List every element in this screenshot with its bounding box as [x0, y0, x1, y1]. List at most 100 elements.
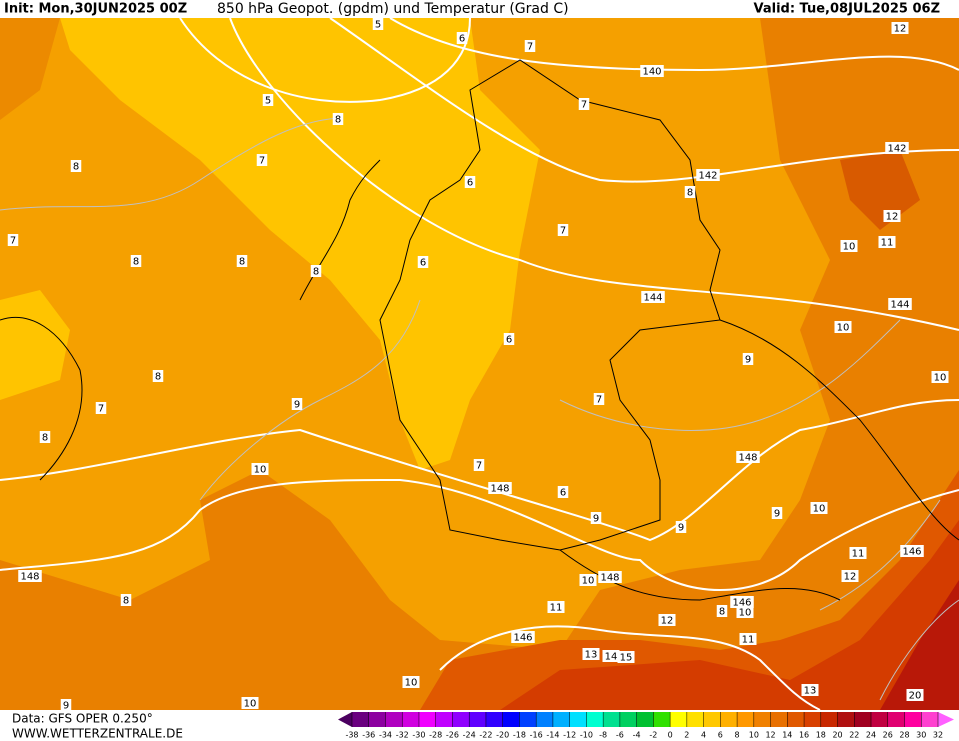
legend-tick-label: 2: [684, 731, 689, 740]
contour-label-box: [736, 451, 760, 463]
warm-zone: [60, 18, 540, 470]
contour-label: 8: [73, 162, 79, 173]
contour-label-box: [641, 291, 665, 303]
contour-label-box: [456, 32, 468, 44]
hot-zone: [500, 520, 959, 710]
legend-tick-label: -4: [633, 731, 641, 740]
contour-label-box: [883, 210, 901, 222]
contour-label: 142: [887, 144, 906, 155]
contour-label-box: [878, 236, 896, 248]
legend-tick-label: -2: [649, 731, 657, 740]
contour-label: 10: [813, 504, 826, 515]
legend-tick-label: -12: [563, 731, 576, 740]
contour-label-box: [547, 601, 565, 613]
contour-label-box: [241, 697, 259, 709]
contour-label-box: [524, 40, 536, 52]
legend-tick-label: -6: [616, 731, 624, 740]
contour-label-box: [696, 169, 720, 181]
border: [719, 319, 959, 541]
contour-label-box: [7, 234, 19, 246]
legend-tick-label: 16: [799, 731, 809, 740]
contour-label-box: [310, 265, 322, 277]
contour-label-box: [840, 240, 858, 252]
legend-swatch: [619, 712, 638, 727]
legend-swatch: [887, 712, 906, 727]
isoline: [0, 117, 341, 211]
contour-label: 146: [732, 598, 751, 609]
legend-swatch: [871, 712, 889, 727]
legend-tick-label: 32: [933, 731, 943, 740]
contour-label: 13: [585, 650, 598, 661]
isoline: [389, 17, 959, 72]
legend-swatch: [737, 712, 755, 727]
contour-label-box: [372, 18, 384, 30]
legend-swatch: [837, 712, 855, 727]
contour-label: 9: [593, 514, 599, 525]
isoline: [879, 599, 959, 701]
contour-label-box: [152, 370, 164, 382]
contour-label: 148: [738, 453, 757, 464]
website: WWW.WETTERZENTRALE.DE: [12, 727, 183, 741]
legend-tick-label: -32: [396, 731, 409, 740]
contour-label: 9: [678, 523, 684, 534]
legend-tick-label: -16: [530, 731, 543, 740]
contour-label: 5: [265, 96, 271, 107]
contour-label-box: [70, 160, 82, 172]
contour-label: 7: [527, 42, 533, 53]
contour-label: 11: [742, 635, 755, 646]
legend-swatch: [368, 712, 386, 727]
contour-label: 7: [10, 236, 16, 247]
hot-zone: [880, 580, 959, 710]
legend-swatch: [485, 712, 504, 727]
legend-tick-label: 20: [832, 731, 842, 740]
coastline: [0, 316, 83, 481]
contour-label: 146: [513, 633, 532, 644]
contour-labels: 5 6 7 140 12 5 8 7 7 8 6 142 142 8 12 7 7 10 11 8 8 8 6 144 144 1…: [7, 18, 949, 712]
legend-swatch: [469, 712, 487, 727]
contour-label-box: [684, 186, 696, 198]
legend-swatch: [552, 712, 571, 727]
border: [379, 59, 721, 551]
isoline: [179, 17, 471, 103]
contour-label: 14: [605, 652, 618, 663]
contour-label: 15: [620, 653, 633, 664]
contour-label: 6: [467, 178, 473, 189]
contour-label-box: [834, 321, 852, 333]
contour-label-box: [590, 512, 602, 524]
contour-label: 7: [259, 156, 265, 167]
contour-label: 20: [909, 691, 922, 702]
valid-time: Valid: Tue,08JUL2025 06Z: [753, 2, 940, 17]
legend-swatch: [787, 712, 805, 727]
contour-label: 10: [837, 323, 850, 334]
contour-label: 7: [98, 404, 104, 415]
legend-swatch: [402, 712, 420, 727]
contour-label-box: [332, 113, 344, 125]
contour-label-box: [60, 699, 72, 711]
isoline: [819, 499, 941, 611]
legend-swatch: [720, 712, 738, 727]
contour-label-box: [402, 676, 420, 688]
contour-label-box: [810, 502, 828, 514]
legend-tick-label: 4: [701, 731, 706, 740]
legend-tick-label: -14: [546, 731, 559, 740]
init-time: Init: Mon,30JUN2025 00Z: [4, 2, 187, 17]
legend-swatch: [452, 712, 470, 727]
contour-label-box: [582, 648, 600, 660]
legend-arrow: [938, 712, 954, 727]
legend-swatch: [770, 712, 788, 727]
hot-zone: [420, 470, 959, 710]
contour-label-box: [262, 94, 274, 106]
contour-label: 144: [643, 293, 662, 304]
legend-tick-label: 24: [866, 731, 876, 740]
legend-swatch: [636, 712, 654, 727]
legend-swatch: [904, 712, 922, 727]
contour-label-box: [95, 402, 107, 414]
contour-label-box: [488, 482, 512, 494]
legend-swatch: [653, 712, 671, 727]
legend-tick-label: 28: [899, 731, 909, 740]
contour-label-box: [906, 689, 924, 701]
contour-label-box: [557, 224, 569, 236]
legend-tick-label: 8: [735, 731, 740, 740]
contour-label-box: [236, 255, 248, 267]
